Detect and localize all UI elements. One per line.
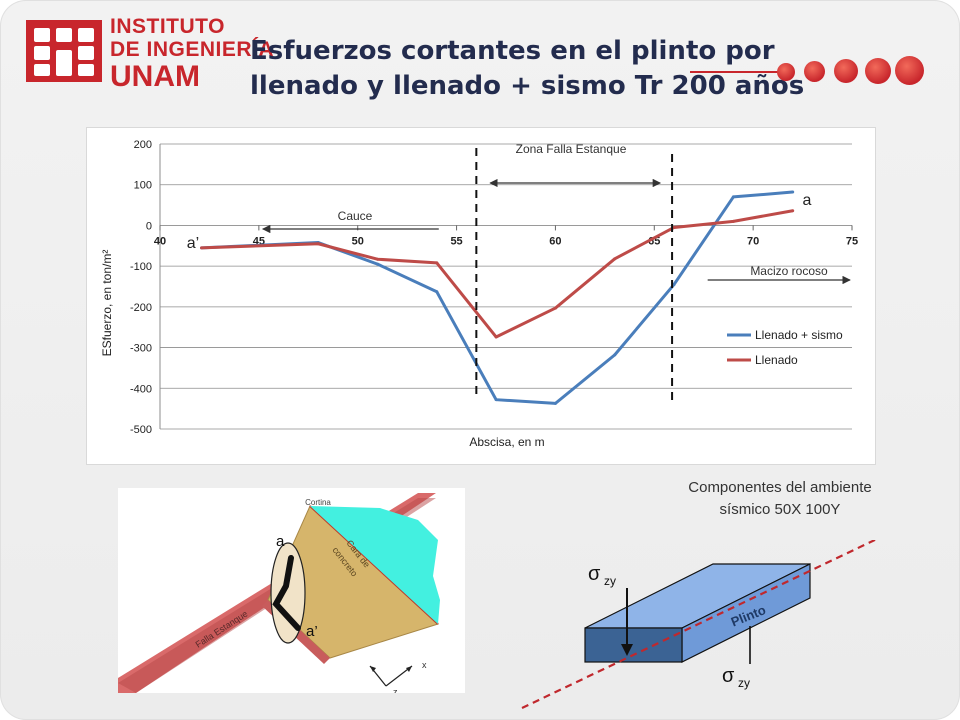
seismic-direction-line: [521, 540, 878, 709]
y-tick-label: -300: [130, 343, 152, 355]
reservoir-water: [310, 506, 440, 624]
series-point-1: [200, 246, 204, 250]
label-cortina: Cortina: [305, 498, 331, 507]
series-line-0: [201, 190, 793, 405]
x-tick-label: 55: [450, 235, 462, 247]
x-tick-label: 70: [747, 235, 759, 247]
series-point-0: [494, 398, 498, 402]
plinto-diagram: Plinto σ zy σ zy: [521, 540, 878, 709]
axis-triad-icon: [369, 665, 413, 687]
annotation-macizo: Macizo rocoso: [750, 264, 828, 278]
slide-title: Esfuerzos cortantes en el plinto por lle…: [250, 34, 805, 103]
label-point-a-prime: a’: [306, 623, 318, 640]
logo-line-1: INSTITUTO: [110, 15, 225, 38]
sigma-bottom-subscript: zy: [738, 676, 750, 690]
y-tick-label: -500: [130, 424, 152, 436]
caption-line-2: sísmico 50X 100Y: [719, 500, 841, 518]
zone-ellipse: [270, 542, 306, 644]
decor-dot-3: [834, 59, 858, 83]
legend-label-llenado: Llenado: [755, 353, 798, 367]
series-point-0: [553, 401, 557, 405]
chart-legend: Llenado + sismo Llenado: [727, 328, 843, 367]
title-line-2: llenado y llenado + sismo Tr 200 años: [250, 70, 805, 101]
series-point-0: [791, 190, 795, 194]
annotation-cauce: Cauce: [338, 209, 373, 223]
annotation-zona-falla: Zona Falla Estanque: [516, 142, 627, 156]
series-point-1: [316, 242, 320, 246]
series-point-0: [435, 290, 439, 294]
unam-logo-icon: [26, 20, 102, 82]
decor-dot-5: [895, 56, 924, 85]
series-point-0: [613, 353, 617, 357]
y-tick-label: -100: [130, 261, 152, 273]
title-line-1: Esfuerzos cortantes en el plinto por: [250, 36, 775, 66]
axis-x-label: x: [422, 660, 427, 670]
logo-line-2: DE INGENIERÍA: [110, 38, 275, 61]
institute-name: INSTITUTO DE INGENIERÍA UNAM: [110, 16, 274, 92]
x-axis-label: Abscisa, en m: [469, 435, 544, 449]
dam-diagram-svg: Cortina Cara de concreto Falla Estanque …: [118, 493, 440, 693]
legend-label-sismo: Llenado + sismo: [755, 328, 843, 342]
series-point-1: [435, 261, 439, 265]
sigma-top-subscript: zy: [604, 574, 616, 588]
annotation-point-a-prime: a’: [187, 235, 199, 252]
decor-dot-4: [865, 58, 891, 84]
series-point-1: [553, 306, 557, 310]
y-tick-label: 0: [146, 220, 152, 232]
seismic-caption: Componentes del ambiente sísmico 50X 100…: [660, 477, 900, 521]
chart-series: [200, 190, 795, 405]
x-tick-label: 60: [549, 235, 561, 247]
sigma-arrow-head-icon: [621, 644, 633, 656]
logo-line-3: UNAM: [110, 60, 200, 93]
x-tick-label: 40: [154, 235, 166, 247]
sigma-bottom-symbol: σ: [722, 665, 735, 687]
annotation-point-a: a: [803, 192, 812, 209]
section-line-a-a: [272, 555, 301, 631]
y-tick-label: -400: [130, 383, 152, 395]
chart-container: 200 100 0 -100 -200 -300 -400 -500 40 45 50 55 60 65 7…: [86, 127, 876, 465]
sigma-top-symbol: σ: [588, 563, 601, 585]
series-point-1: [791, 209, 795, 213]
y-tick-label: 100: [134, 180, 152, 192]
series-point-1: [613, 257, 617, 261]
y-tick-label: 200: [134, 139, 152, 151]
decor-dot-1: [777, 63, 795, 81]
series-point-0: [672, 282, 676, 286]
label-point-a: a: [276, 533, 285, 550]
series-point-1: [731, 219, 735, 223]
plinto-front-face: [584, 627, 683, 663]
series-point-1: [672, 225, 676, 229]
series-point-1: [375, 257, 379, 261]
axis-z-label: z: [393, 687, 398, 693]
y-tick-label: -200: [130, 302, 152, 314]
series-line-1: [201, 209, 793, 339]
caption-line-1: Componentes del ambiente: [688, 479, 872, 496]
x-tick-label: 75: [846, 235, 858, 247]
chart-grid: [160, 143, 852, 430]
decor-dot-2: [804, 61, 825, 82]
series-point-0: [375, 262, 379, 266]
dam-diagram: Cortina Cara de concreto Falla Estanque …: [118, 488, 465, 693]
y-axis-label: ESfuerzo, en ton/m²: [100, 250, 114, 357]
chart-annotations: [261, 148, 851, 402]
x-tick-label: 50: [352, 235, 364, 247]
title-rule: [690, 71, 790, 73]
series-point-0: [731, 195, 735, 199]
series-point-1: [494, 335, 498, 339]
